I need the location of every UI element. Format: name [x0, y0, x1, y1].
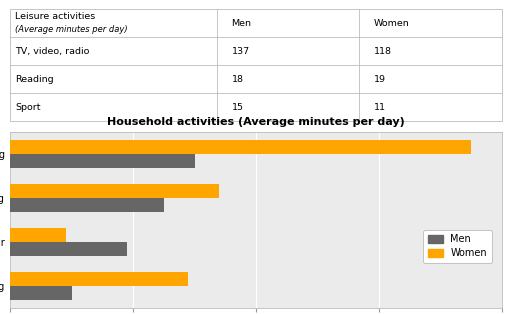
Bar: [10, 228, 66, 242]
Bar: [10, 140, 471, 154]
Bar: [10, 286, 72, 300]
Text: 15: 15: [231, 102, 243, 111]
Text: Leisure activities: Leisure activities: [15, 12, 95, 21]
Text: Men: Men: [231, 19, 251, 28]
Bar: [10, 198, 164, 212]
Bar: [10, 154, 195, 168]
Legend: Men, Women: Men, Women: [423, 230, 492, 263]
Bar: [10, 184, 219, 198]
Text: (Average minutes per day): (Average minutes per day): [15, 25, 128, 34]
Text: 118: 118: [374, 47, 392, 56]
Text: Reading: Reading: [15, 75, 54, 84]
Text: Women: Women: [374, 19, 410, 28]
Title: Household activities (Average minutes per day): Household activities (Average minutes pe…: [107, 117, 405, 127]
Text: 137: 137: [231, 47, 249, 56]
Text: 19: 19: [374, 75, 386, 84]
Text: Sport: Sport: [15, 102, 40, 111]
Text: TV, video, radio: TV, video, radio: [15, 47, 90, 56]
Bar: [10, 242, 127, 256]
Bar: [10, 272, 188, 286]
Text: 11: 11: [374, 102, 386, 111]
Text: 18: 18: [231, 75, 243, 84]
